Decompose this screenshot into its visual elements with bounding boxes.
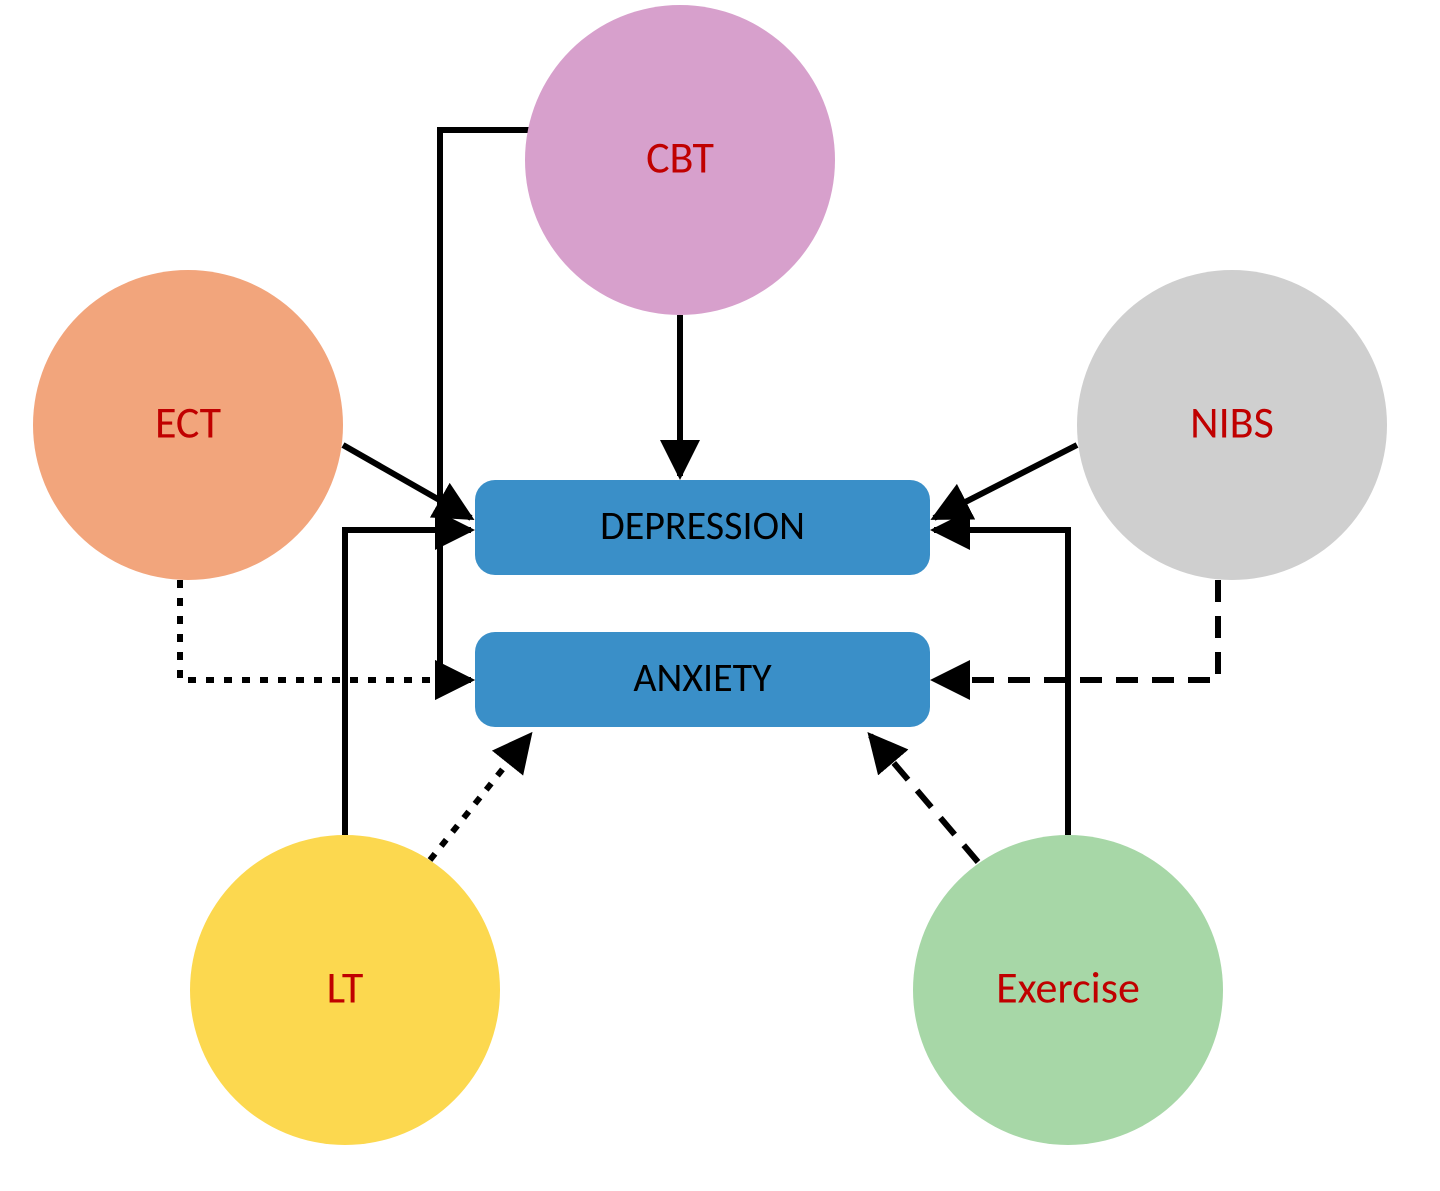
node-label-exercise: Exercise [996,961,1140,1015]
box-label-depression: DEPRESSION [600,501,805,550]
box-label-anxiety: ANXIETY [633,653,772,702]
edge-ect-to-depression [343,445,471,518]
edge-cbt-to-anxiety [440,130,530,680]
edge-ect-to-anxiety [180,580,471,680]
node-label-lt: LT [327,961,364,1015]
node-label-cbt: CBT [646,131,714,185]
node-label-nibs: NIBS [1190,396,1274,450]
diagram-canvas: DEPRESSION ANXIETY CBT ECT NIBS LT Exercise [0,0,1440,1191]
edge-lt-to-anxiety [430,735,530,860]
boxes-layer: DEPRESSION ANXIETY [475,480,930,727]
edge-exercise-to-anxiety [870,735,978,862]
edge-nibs-to-depression [934,445,1077,518]
edge-nibs-to-anxiety [934,580,1218,680]
node-label-ect: ECT [155,396,221,450]
